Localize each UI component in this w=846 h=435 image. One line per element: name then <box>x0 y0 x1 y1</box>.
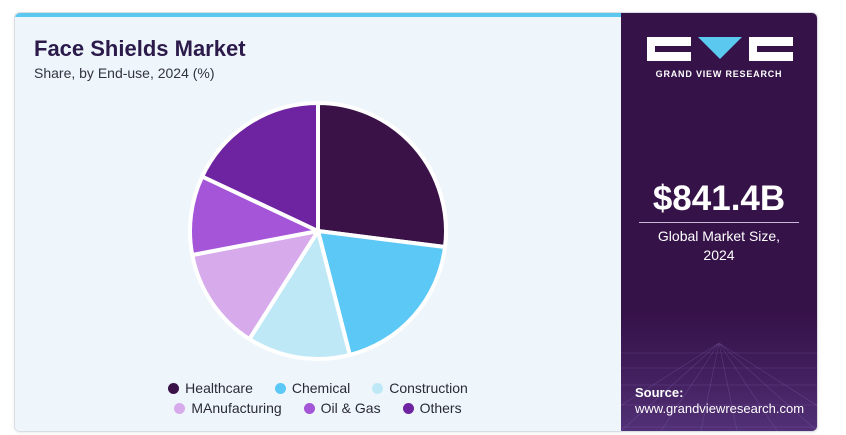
legend-label-oil-gas: Oil & Gas <box>320 400 381 416</box>
brand-name: GRAND VIEW RESEARCH <box>655 69 783 79</box>
market-size-caption-line-2: 2024 <box>703 247 735 263</box>
legend-label-healthcare: Healthcare <box>185 380 253 396</box>
pie-slice-chemical <box>316 229 447 357</box>
grand-view-research-logo <box>647 37 793 61</box>
source-label: Source: <box>635 385 684 400</box>
market-size-value: $841.4B <box>652 179 786 218</box>
legend-label-chemical: Chemical <box>291 380 351 396</box>
pie-chart <box>188 101 448 361</box>
info-sidebar: GRAND VIEW RESEARCH $841.4B Global Marke… <box>621 13 817 431</box>
accent-bar <box>15 13 621 17</box>
legend-item-construction: Construction <box>372 380 468 396</box>
chart-subtitle: Share, by End-use, 2024 (%) <box>34 65 215 81</box>
legend-swatch-others <box>402 402 414 414</box>
legend-item-oil-gas: Oil & Gas <box>303 400 381 416</box>
chart-card: Face Shields Market Share, by End-use, 2… <box>14 12 818 432</box>
legend-label-others: Others <box>419 400 462 416</box>
legend-item-others: Others <box>402 400 462 416</box>
pie-slice-manufacturing <box>190 229 320 342</box>
market-size-caption: Global Market Size, 2024 <box>621 227 817 265</box>
legend-item-manufacturing: MAnufacturing <box>174 400 282 416</box>
legend-row-2: MAnufacturing Oil & Gas Others <box>15 398 621 418</box>
legend-item-chemical: Chemical <box>274 380 351 396</box>
legend-label-construction: Construction <box>389 380 468 396</box>
legend-label-manufacturing: MAnufacturing <box>191 400 282 416</box>
legend-swatch-construction <box>372 382 384 394</box>
legend-row-1: Healthcare Chemical Construction <box>15 378 621 398</box>
legend-item-healthcare: Healthcare <box>168 380 253 396</box>
pie-slice-construction <box>247 229 352 361</box>
legend-swatch-manufacturing <box>174 402 186 414</box>
source-link[interactable]: www.grandviewresearch.com <box>635 401 805 416</box>
legend-swatch-healthcare <box>168 382 180 394</box>
market-size-caption-line-1: Global Market Size, <box>657 228 781 244</box>
pie-slice-others <box>200 101 320 233</box>
grid-background <box>621 313 817 431</box>
pie-slice-healthcare <box>316 101 448 250</box>
chart-legend: Healthcare Chemical Construction MAnufac… <box>15 378 621 418</box>
legend-swatch-oil-gas <box>303 402 315 414</box>
value-divider <box>639 222 799 223</box>
chart-panel: Face Shields Market Share, by End-use, 2… <box>15 13 621 431</box>
chart-title: Face Shields Market <box>34 36 246 61</box>
legend-swatch-chemical <box>274 382 286 394</box>
